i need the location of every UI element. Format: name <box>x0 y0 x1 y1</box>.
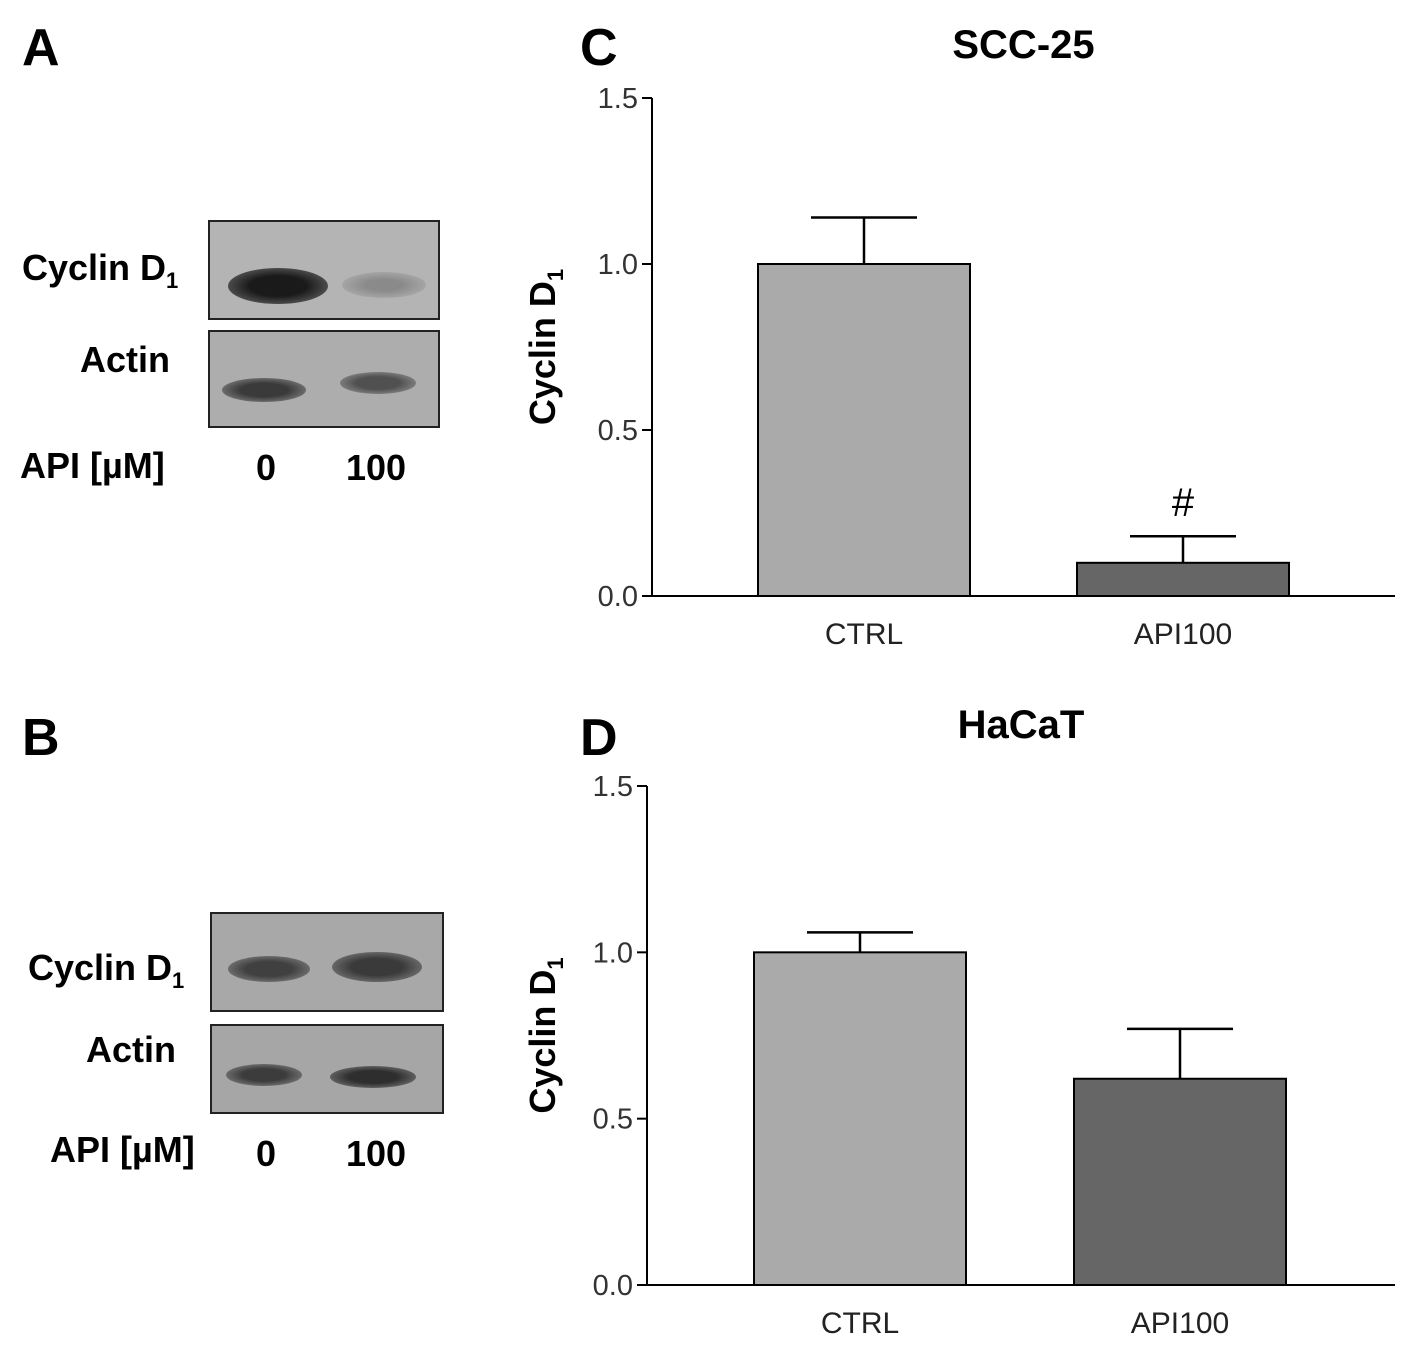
chart-d-title: HaCaT <box>958 703 1085 747</box>
chart-d-bar-0 <box>753 951 967 1286</box>
panel-letter-a: A <box>22 19 60 77</box>
blot-a-actin-strip <box>208 330 440 428</box>
chart-c-ylabel-sub: 1 <box>543 269 568 281</box>
blot-b-lane-0: 0 <box>256 1133 277 1174</box>
chart-c-xtick-label-0: CTRL <box>825 618 903 651</box>
chart-c-ytick-label-1: 0.5 <box>598 415 638 447</box>
panel-letter-c: C <box>580 19 618 77</box>
chart-d-ytick-label-2: 1.0 <box>593 937 633 969</box>
blot-b-actin-strip <box>210 1024 444 1114</box>
blot-a-lane-100: 100 <box>346 447 407 488</box>
chart-d-bar-1 <box>1073 1077 1287 1286</box>
blot-b-cyclin-label: Cyclin D1 <box>28 950 184 992</box>
blot-b-actin-band-0 <box>226 1064 302 1086</box>
chart-c-ylabel-text: Cyclin D <box>522 281 563 425</box>
chart-d-ytick-label-0: 0.0 <box>593 1270 633 1302</box>
blot-a-cyclin-band-100 <box>342 272 426 298</box>
blot-b-cyclin-band-0 <box>228 956 310 982</box>
blot-b-cyclin-text: Cyclin D <box>28 947 173 988</box>
chart-d-ytick-label-3: 1.5 <box>593 771 633 803</box>
chart-scc25: SCC-25 Cyclin D1 0.0 0.5 1.0 1.5 CTRL # API100 <box>522 23 1395 651</box>
chart-d-xtick-label-0: CTRL <box>821 1307 899 1340</box>
chart-c-bar-1 <box>1076 561 1290 597</box>
panel-letter-b: B <box>22 709 60 767</box>
blot-a-lane-0: 0 <box>256 447 277 488</box>
chart-hacat: HaCaT Cyclin D1 0.0 0.5 1.0 1.5 CTRL API100 <box>522 703 1395 1340</box>
blot-a-cyclin-band-0 <box>228 268 328 304</box>
chart-c-ytick-label-3: 1.5 <box>598 83 638 115</box>
blot-a-actin-band-0 <box>222 378 306 402</box>
blot-a-cyclin-text: Cyclin D <box>22 247 167 288</box>
blot-b-cyclin-sub: 1 <box>172 968 185 994</box>
chart-d-ylabel-text: Cyclin D <box>522 970 563 1114</box>
blot-b-actin-band-100 <box>330 1066 416 1088</box>
chart-d-ylabel: Cyclin D1 <box>522 957 568 1113</box>
chart-c-ytick-label-0: 0.0 <box>598 581 638 613</box>
blot-b-actin-label: Actin <box>86 1029 176 1070</box>
blot-a-dose-label: API [µM] <box>20 445 165 486</box>
blot-a-cyclin-label: Cyclin D1 <box>22 250 178 292</box>
chart-d-ylabel-sub: 1 <box>543 957 568 969</box>
blot-a-cyclin-strip <box>208 220 440 320</box>
blot-b-cyclin-strip <box>210 912 444 1012</box>
chart-c-ytick-label-2: 1.0 <box>598 249 638 281</box>
panel-letter-d: D <box>580 709 618 767</box>
blot-a-actin-label: Actin <box>80 339 170 380</box>
blot-b-lane-100: 100 <box>346 1133 407 1174</box>
chart-d-xtick-label-1: API100 <box>1131 1307 1229 1340</box>
blot-a-cyclin-sub: 1 <box>166 268 179 294</box>
chart-c-bar-0 <box>757 263 971 597</box>
chart-c-ylabel: Cyclin D1 <box>522 269 568 425</box>
chart-d-ytick-label-1: 0.5 <box>593 1104 633 1136</box>
chart-c-title: SCC-25 <box>952 23 1094 67</box>
blot-b-cyclin-band-100 <box>332 952 422 982</box>
blot-b-dose-label: API [µM] <box>50 1129 195 1170</box>
blot-a-actin-band-100 <box>340 372 416 394</box>
chart-c-annotation-1: # <box>1172 481 1195 525</box>
chart-c-xtick-label-1: API100 <box>1134 618 1232 651</box>
